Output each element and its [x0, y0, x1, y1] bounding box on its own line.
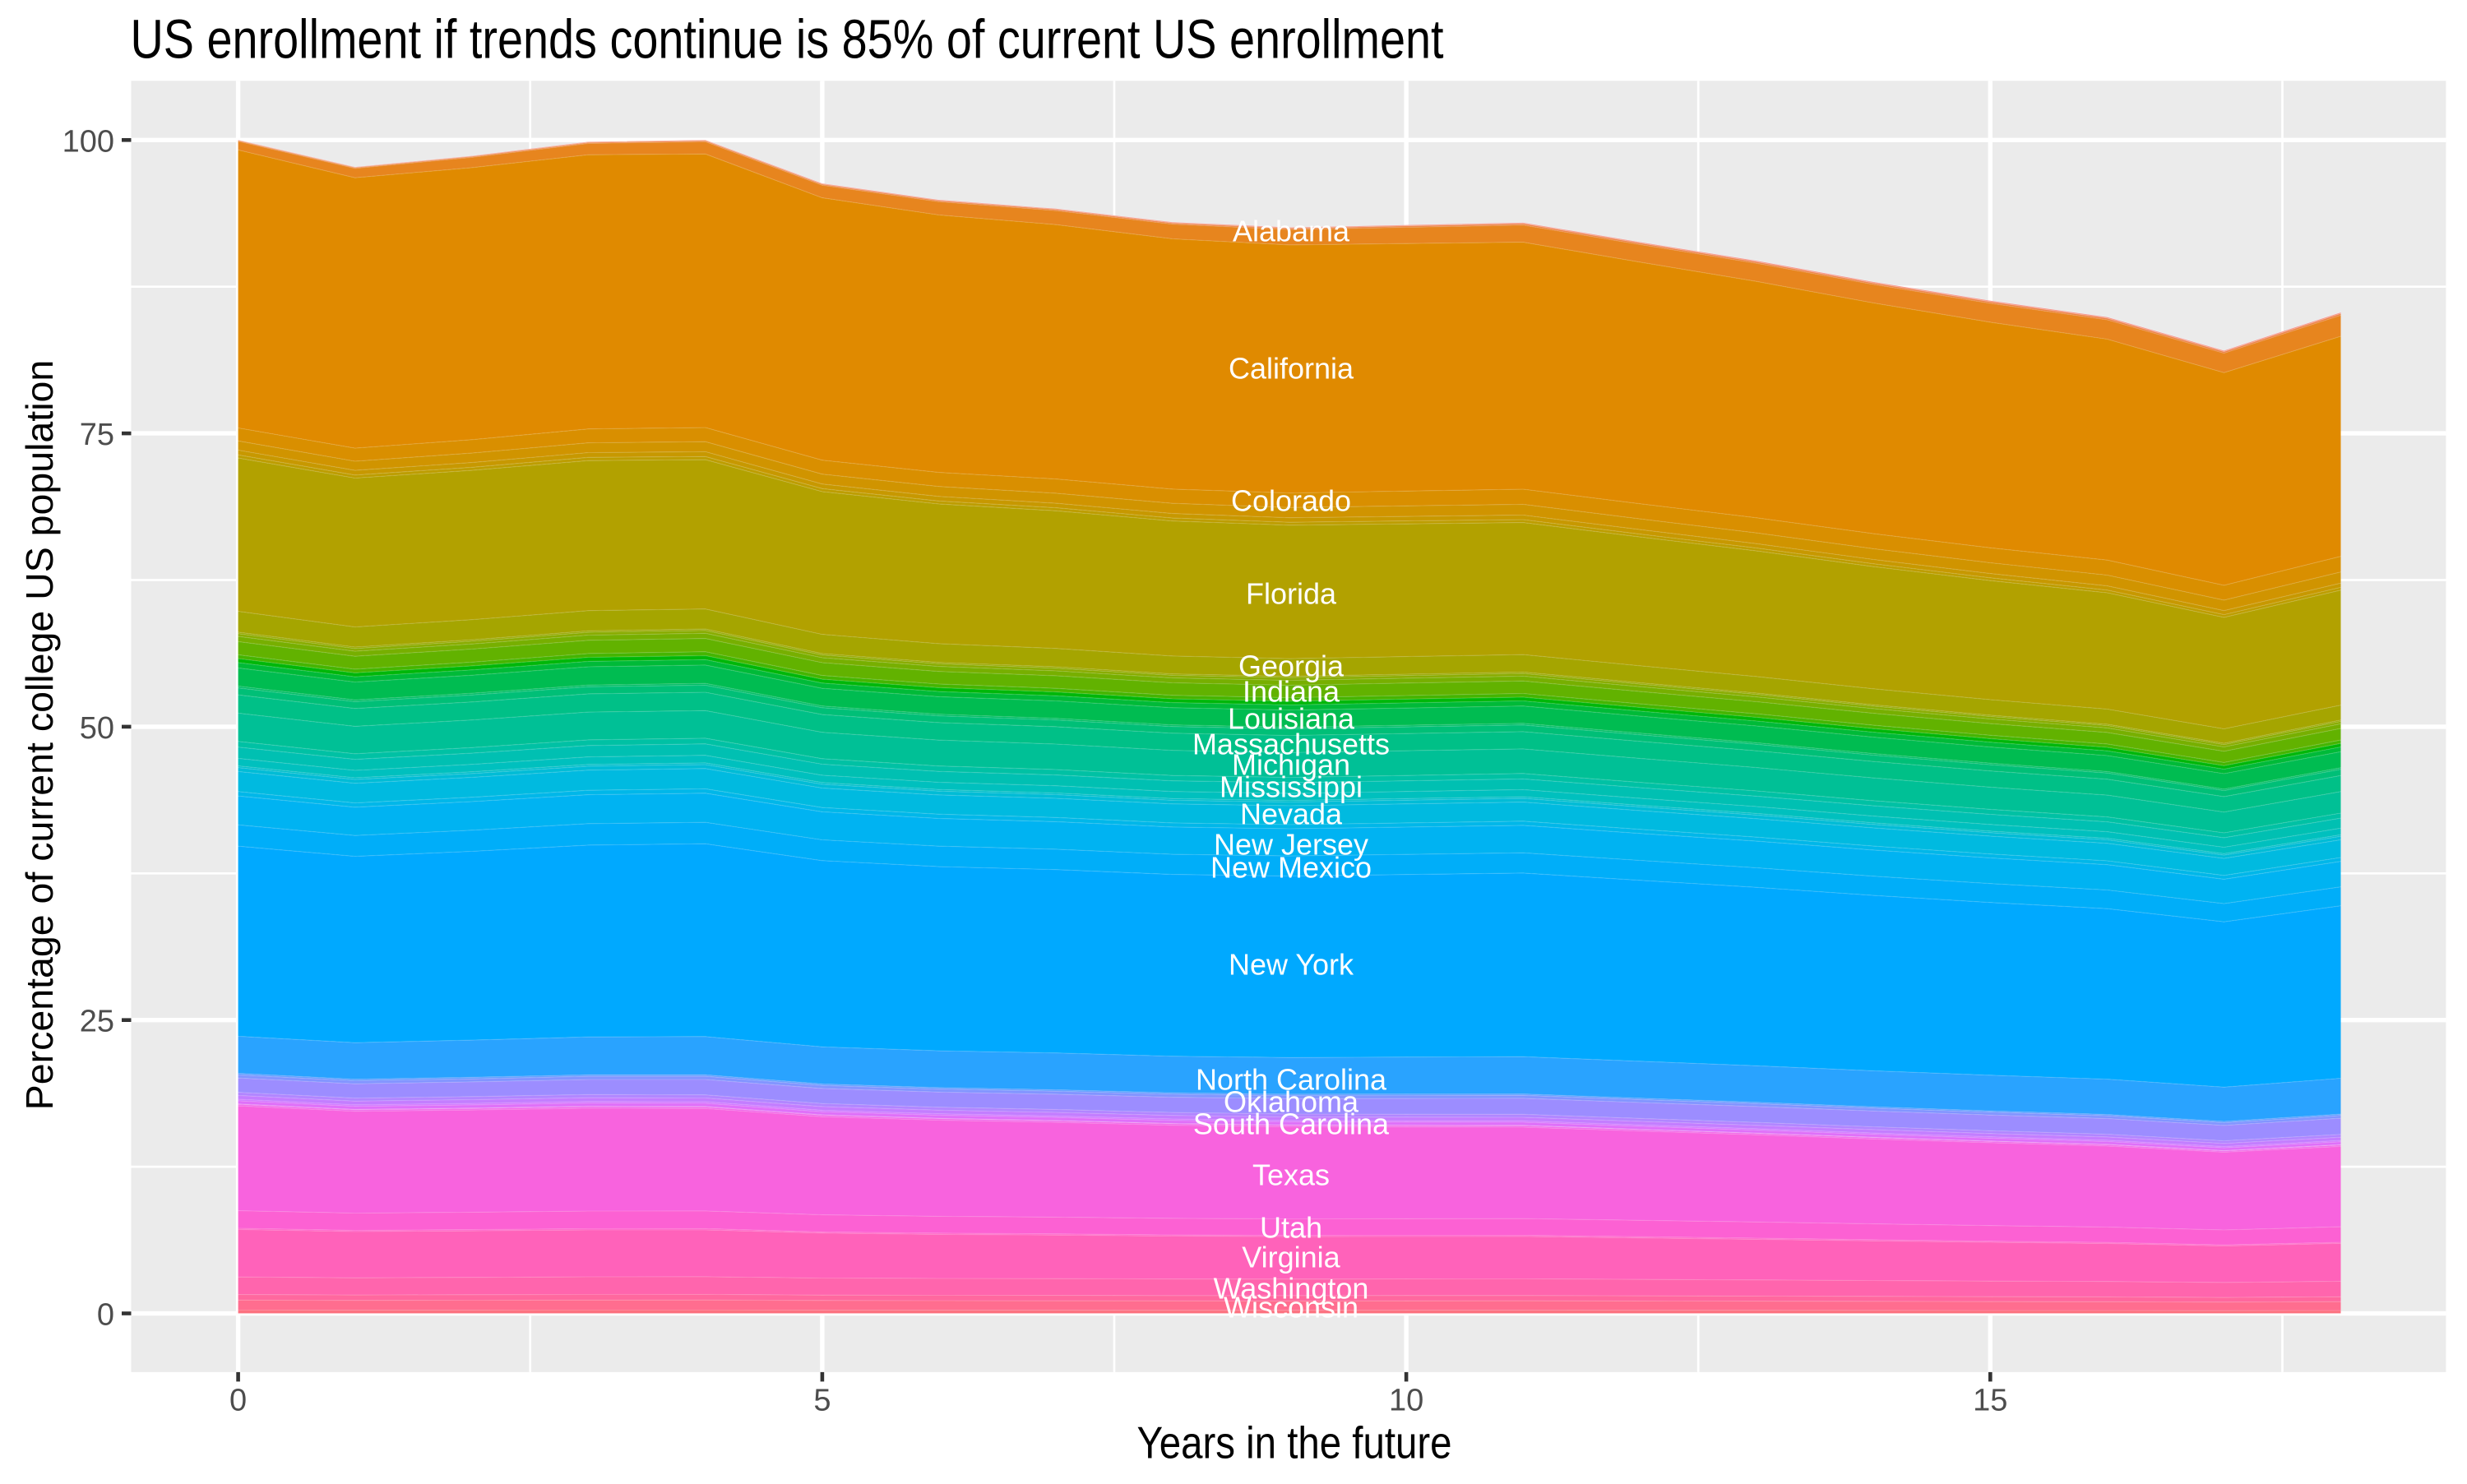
svg-text:California: California	[1229, 352, 1354, 386]
svg-text:5: 5	[813, 1384, 831, 1418]
svg-text:Massachusetts: Massachusetts	[1192, 728, 1390, 761]
svg-text:0: 0	[97, 1298, 114, 1333]
svg-text:Nevada: Nevada	[1240, 797, 1343, 831]
svg-text:Colorado: Colorado	[1231, 484, 1351, 518]
svg-text:Percentage of current college: Percentage of current college US populat…	[18, 360, 61, 1111]
svg-text:North Carolina: North Carolina	[1196, 1063, 1387, 1097]
svg-text:Wisconsin: Wisconsin	[1224, 1291, 1358, 1325]
svg-text:Louisiana: Louisiana	[1228, 702, 1355, 736]
svg-text:Alabama: Alabama	[1233, 215, 1350, 248]
svg-text:Mississippi: Mississippi	[1220, 770, 1363, 804]
svg-text:Utah: Utah	[1260, 1211, 1322, 1245]
svg-text:Georgia: Georgia	[1238, 650, 1345, 683]
svg-text:Virginia: Virginia	[1242, 1241, 1340, 1274]
svg-text:Years in the future: Years in the future	[1137, 1418, 1452, 1468]
svg-text:US enrollment if trends contin: US enrollment if trends continue is 85% …	[131, 8, 1444, 70]
svg-text:Indiana: Indiana	[1243, 675, 1340, 709]
svg-text:Florida: Florida	[1246, 577, 1337, 611]
svg-text:25: 25	[80, 1005, 114, 1039]
svg-text:South Carolina: South Carolina	[1193, 1107, 1390, 1141]
svg-text:75: 75	[80, 418, 114, 452]
svg-text:New Jersey: New Jersey	[1214, 828, 1368, 862]
svg-text:15: 15	[1973, 1384, 2007, 1418]
svg-text:0: 0	[229, 1384, 247, 1418]
svg-text:10: 10	[1389, 1384, 1423, 1418]
svg-text:Texas: Texas	[1252, 1158, 1330, 1192]
svg-text:New York: New York	[1229, 948, 1354, 982]
svg-text:50: 50	[80, 711, 114, 746]
svg-text:100: 100	[62, 124, 114, 159]
svg-text:Washington: Washington	[1214, 1272, 1369, 1306]
svg-text:New Mexico: New Mexico	[1210, 851, 1372, 885]
svg-text:Oklahoma: Oklahoma	[1224, 1085, 1359, 1119]
svg-text:Michigan: Michigan	[1232, 748, 1350, 782]
